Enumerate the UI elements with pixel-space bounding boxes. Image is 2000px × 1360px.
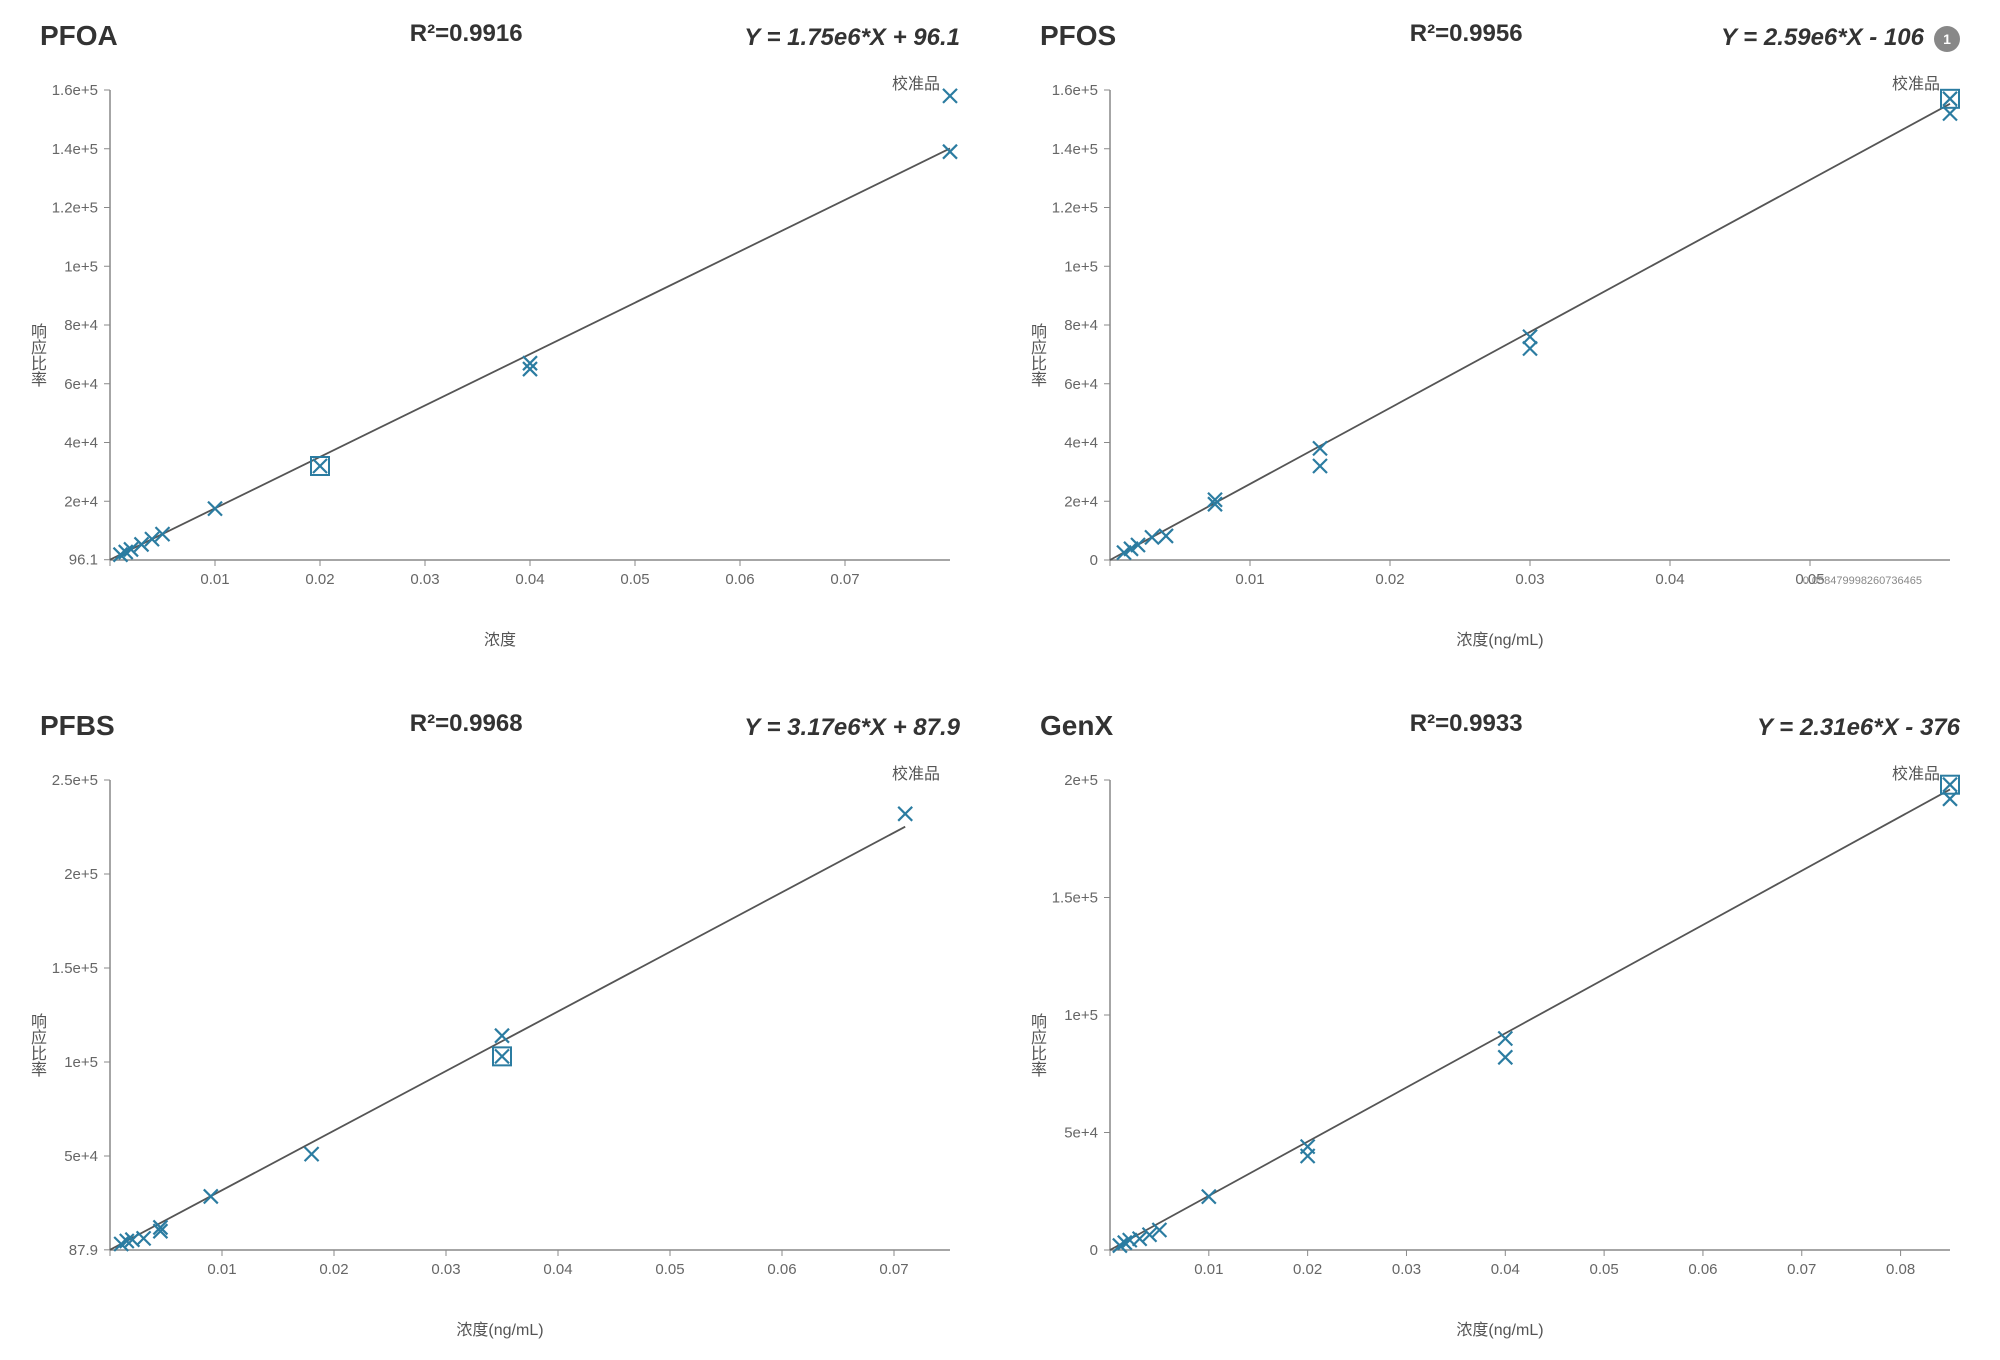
svg-text:0.02: 0.02 (319, 1261, 348, 1278)
chart-grid: PFOA R²=0.9916 Y = 1.75e6*X + 96.1 校准品 响… (20, 20, 1980, 1340)
svg-text:0.01: 0.01 (200, 571, 229, 588)
svg-text:8e+4: 8e+4 (1064, 317, 1098, 334)
svg-text:0.04: 0.04 (1655, 571, 1684, 588)
svg-text:1.6e+5: 1.6e+5 (52, 82, 98, 99)
panel-header: PFOA R²=0.9916 Y = 1.75e6*X + 96.1 (20, 20, 980, 52)
svg-text:0.03: 0.03 (1392, 1261, 1421, 1278)
svg-text:0.05: 0.05 (655, 1261, 684, 1278)
svg-text:0.02: 0.02 (305, 571, 334, 588)
panel-pfbs: PFBS R²=0.9968 Y = 3.17e6*X + 87.9 校准品 响… (20, 710, 980, 1340)
svg-text:1.2e+5: 1.2e+5 (52, 200, 98, 217)
svg-text:0.02: 0.02 (1375, 571, 1404, 588)
svg-text:0.01: 0.01 (1194, 1261, 1223, 1278)
y-axis-label: 响应比率 (24, 323, 48, 387)
svg-text:1.2e+5: 1.2e+5 (1052, 200, 1098, 217)
svg-text:2e+4: 2e+4 (64, 493, 98, 510)
x-axis-label: 浓度(ng/mL) (1020, 1316, 1980, 1340)
panel-r2: R²=0.9968 (410, 710, 523, 738)
y-axis-label: 响应比率 (1024, 323, 1048, 387)
y-axis-label: 响应比率 (1024, 1013, 1048, 1077)
svg-text:87.9: 87.9 (69, 1242, 98, 1259)
svg-text:8e+4: 8e+4 (64, 317, 98, 334)
legend-label: 校准品 (1892, 760, 1940, 784)
x-axis-label: 浓度(ng/mL) (1020, 626, 1980, 650)
svg-text:1.5e+5: 1.5e+5 (1052, 890, 1098, 907)
panel-header: PFBS R²=0.9968 Y = 3.17e6*X + 87.9 (20, 710, 980, 742)
svg-text:1e+5: 1e+5 (64, 1054, 98, 1071)
panel-pfos: PFOS R²=0.9956 Y = 2.59e6*X - 1061 校准品 响… (1020, 20, 1980, 650)
svg-text:1e+5: 1e+5 (1064, 1007, 1098, 1024)
svg-text:5e+4: 5e+4 (64, 1148, 98, 1165)
svg-text:0.07: 0.07 (879, 1261, 908, 1278)
svg-text:4e+4: 4e+4 (64, 435, 98, 452)
svg-text:0.06: 0.06 (1688, 1261, 1717, 1278)
panel-header: PFOS R²=0.9956 Y = 2.59e6*X - 1061 (1020, 20, 1980, 52)
svg-text:0.01: 0.01 (207, 1261, 236, 1278)
x-axis-label: 浓度(ng/mL) (20, 1316, 980, 1340)
panel-title: GenX (1040, 710, 1113, 742)
panel-pfoa: PFOA R²=0.9916 Y = 1.75e6*X + 96.1 校准品 响… (20, 20, 980, 650)
legend-label: 校准品 (892, 70, 940, 94)
plot-area: 校准品 响应比率 0.01 0.02 0.03 0.04 0.05 0.06 0.07 87.… (20, 750, 980, 1340)
svg-text:4e+4: 4e+4 (1064, 435, 1098, 452)
svg-text:0.05: 0.05 (620, 571, 649, 588)
badge: 1 (1934, 26, 1960, 52)
x-axis-label: 浓度 (20, 626, 980, 650)
svg-text:0.08: 0.08 (1886, 1261, 1915, 1278)
svg-text:96.1: 96.1 (69, 552, 98, 569)
svg-text:1.5e+5: 1.5e+5 (52, 960, 98, 977)
svg-text:0.058479998260736465: 0.058479998260736465 (1803, 575, 1922, 587)
svg-text:0.06: 0.06 (725, 571, 754, 588)
svg-text:1.6e+5: 1.6e+5 (1052, 82, 1098, 99)
svg-text:1.4e+5: 1.4e+5 (52, 141, 98, 158)
plot-area: 校准品 响应比率 0.010.020.030.040.050.058479998… (1020, 60, 1980, 650)
svg-text:1e+5: 1e+5 (1064, 258, 1098, 275)
panel-title: PFBS (40, 710, 115, 742)
svg-text:0: 0 (1090, 1242, 1098, 1259)
svg-text:0: 0 (1090, 552, 1098, 569)
panel-equation: Y = 2.31e6*X - 376 (1757, 714, 1960, 742)
svg-text:2e+5: 2e+5 (1064, 772, 1098, 789)
legend-label: 校准品 (892, 760, 940, 784)
svg-text:2e+4: 2e+4 (1064, 493, 1098, 510)
plot-area: 校准品 响应比率 0.01 0.02 0.03 0.04 0.05 0.06 0.07 96.… (20, 60, 980, 650)
panel-r2: R²=0.9933 (1410, 710, 1523, 738)
svg-text:0.02: 0.02 (1293, 1261, 1322, 1278)
svg-text:0.03: 0.03 (410, 571, 439, 588)
svg-text:0.06: 0.06 (767, 1261, 796, 1278)
panel-equation: Y = 1.75e6*X + 96.1 (744, 24, 960, 52)
plot-area: 校准品 响应比率 0.01 0.02 0.03 0.04 0.05 0.06 0.07 0.0… (1020, 750, 1980, 1340)
panel-r2: R²=0.9956 (1410, 20, 1523, 48)
svg-text:1.4e+5: 1.4e+5 (1052, 141, 1098, 158)
svg-text:0.01: 0.01 (1235, 571, 1264, 588)
panel-header: GenX R²=0.9933 Y = 2.31e6*X - 376 (1020, 710, 1980, 742)
svg-text:0.07: 0.07 (830, 571, 859, 588)
panel-r2: R²=0.9916 (410, 20, 523, 48)
svg-text:6e+4: 6e+4 (1064, 376, 1098, 393)
svg-text:1e+5: 1e+5 (64, 258, 98, 275)
panel-equation: Y = 3.17e6*X + 87.9 (744, 714, 960, 742)
panel-title: PFOS (1040, 20, 1116, 52)
svg-text:0.03: 0.03 (431, 1261, 460, 1278)
y-axis-label: 响应比率 (24, 1013, 48, 1077)
panel-equation: Y = 2.59e6*X - 1061 (1721, 24, 1960, 52)
svg-text:0.05: 0.05 (1590, 1261, 1619, 1278)
legend-label: 校准品 (1892, 70, 1940, 94)
svg-text:0.04: 0.04 (543, 1261, 572, 1278)
svg-text:5e+4: 5e+4 (1064, 1125, 1098, 1142)
svg-text:0.07: 0.07 (1787, 1261, 1816, 1278)
panel-genx: GenX R²=0.9933 Y = 2.31e6*X - 376 校准品 响应… (1020, 710, 1980, 1340)
svg-text:0.03: 0.03 (1515, 571, 1544, 588)
svg-text:6e+4: 6e+4 (64, 376, 98, 393)
svg-text:2.5e+5: 2.5e+5 (52, 772, 98, 789)
svg-text:0.04: 0.04 (1491, 1261, 1520, 1278)
svg-text:2e+5: 2e+5 (64, 866, 98, 883)
panel-title: PFOA (40, 20, 118, 52)
svg-text:0.04: 0.04 (515, 571, 544, 588)
